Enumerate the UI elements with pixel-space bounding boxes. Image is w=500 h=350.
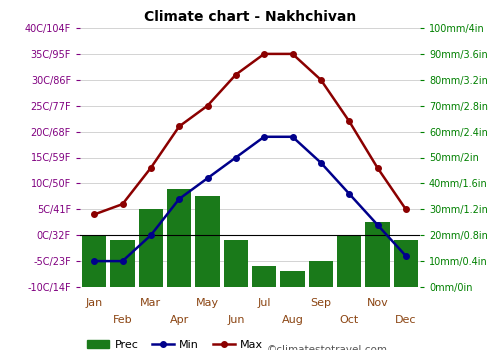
Bar [110,240,134,287]
Bar [280,272,304,287]
Bar [82,235,106,287]
Bar [394,240,418,287]
Title: Climate chart - Nakhchivan: Climate chart - Nakhchivan [144,10,356,24]
Bar [224,240,248,287]
Text: Jul: Jul [258,298,271,308]
Text: ©climatestotravel.com: ©climatestotravel.com [267,345,388,350]
Text: Jan: Jan [86,298,103,308]
Text: Nov: Nov [366,298,388,308]
Text: Mar: Mar [140,298,162,308]
Bar [337,235,361,287]
Text: Jun: Jun [227,315,244,325]
Bar [252,266,276,287]
Bar [366,222,390,287]
Legend: Prec, Min, Max: Prec, Min, Max [82,335,268,350]
Bar [309,261,333,287]
Text: Apr: Apr [170,315,189,325]
Text: Feb: Feb [112,315,132,325]
Text: Sep: Sep [310,298,332,308]
Bar [167,189,191,287]
Bar [196,196,220,287]
Text: Oct: Oct [340,315,359,325]
Bar [139,209,163,287]
Text: May: May [196,298,219,308]
Text: Aug: Aug [282,315,304,325]
Text: Dec: Dec [395,315,416,325]
